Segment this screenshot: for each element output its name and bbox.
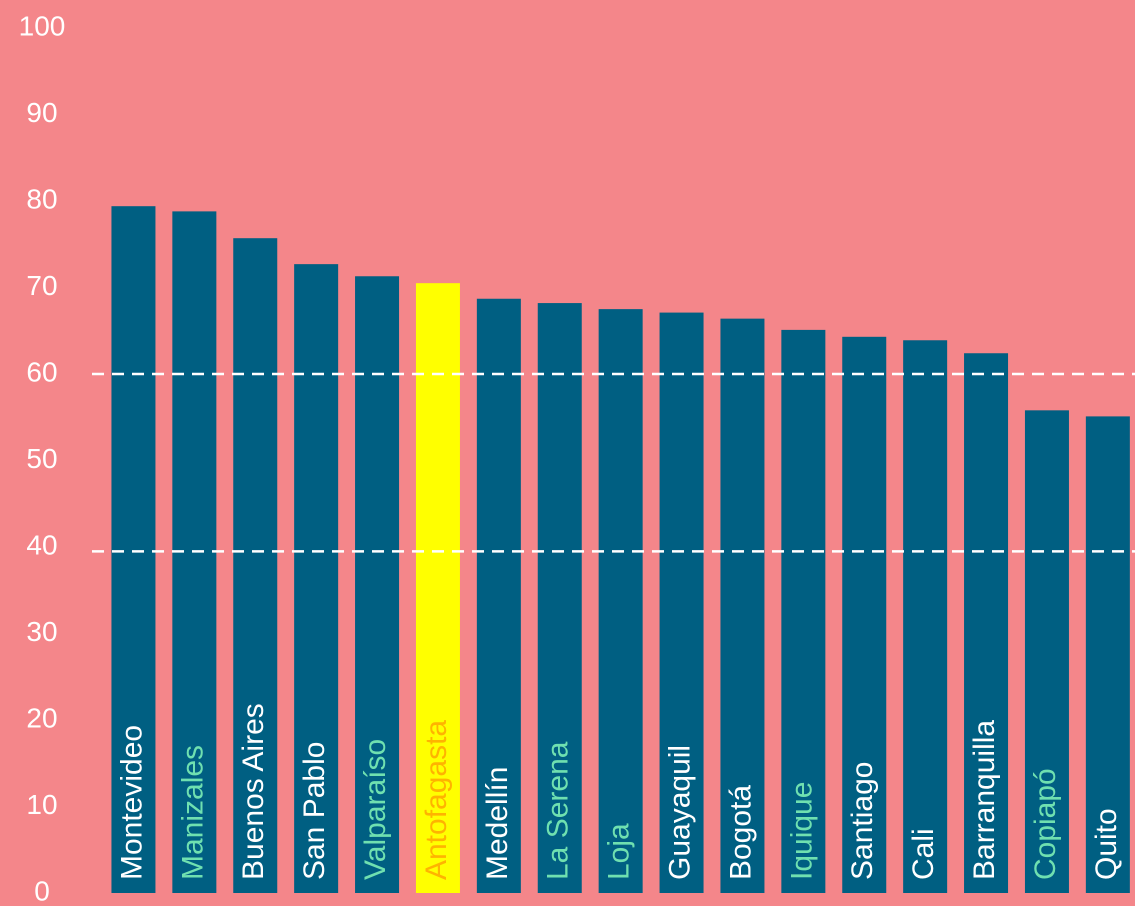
- bar: [598, 309, 643, 893]
- bar-label: Bogotá: [724, 785, 757, 880]
- bar-label: Cali: [907, 828, 940, 880]
- y-tick-label: 40: [26, 529, 57, 560]
- bar: [1085, 416, 1130, 893]
- bar: [659, 312, 704, 894]
- bar: [111, 206, 156, 893]
- bar: [476, 298, 521, 893]
- y-tick-label: 100: [19, 10, 66, 41]
- bar: [355, 276, 400, 893]
- bar: [720, 318, 765, 893]
- bar-label: Medellín: [481, 767, 514, 880]
- bar: [964, 353, 1009, 893]
- bar: [1024, 410, 1069, 893]
- bar-label: Iquique: [785, 782, 818, 880]
- bar: [233, 238, 278, 893]
- bar-label: La Serena: [542, 741, 575, 880]
- bar-label: Antofagasta: [420, 720, 453, 880]
- bar-label: Loja: [603, 823, 636, 880]
- y-tick-label: 90: [26, 97, 57, 128]
- bar-label: Copiapó: [1029, 768, 1062, 880]
- y-tick-label: 20: [26, 702, 57, 733]
- bar-label: Montevideo: [115, 725, 148, 880]
- y-tick-label: 50: [26, 443, 57, 474]
- bar-label: Valparaíso: [359, 739, 392, 880]
- y-tick-label: 0: [34, 875, 50, 906]
- bar-label: Guayaquil: [663, 745, 696, 880]
- y-tick-label: 60: [26, 356, 57, 387]
- y-tick-label: 70: [26, 270, 57, 301]
- bar-label: Buenos Aires: [237, 703, 270, 880]
- bar: [903, 340, 948, 893]
- bar: [781, 329, 826, 893]
- bar: [415, 283, 460, 893]
- y-tick-label: 30: [26, 616, 57, 647]
- y-tick-label: 80: [26, 183, 57, 214]
- bar-label: San Pablo: [298, 742, 331, 880]
- bar: [294, 264, 339, 893]
- bar: [537, 303, 582, 893]
- bar: [842, 336, 887, 893]
- bar-label: Manizales: [176, 745, 209, 880]
- bar-label: Barranquilla: [968, 720, 1001, 880]
- bar-label: Quito: [1090, 808, 1123, 880]
- bar-label: Santiago: [846, 762, 879, 880]
- y-tick-label: 10: [26, 789, 57, 820]
